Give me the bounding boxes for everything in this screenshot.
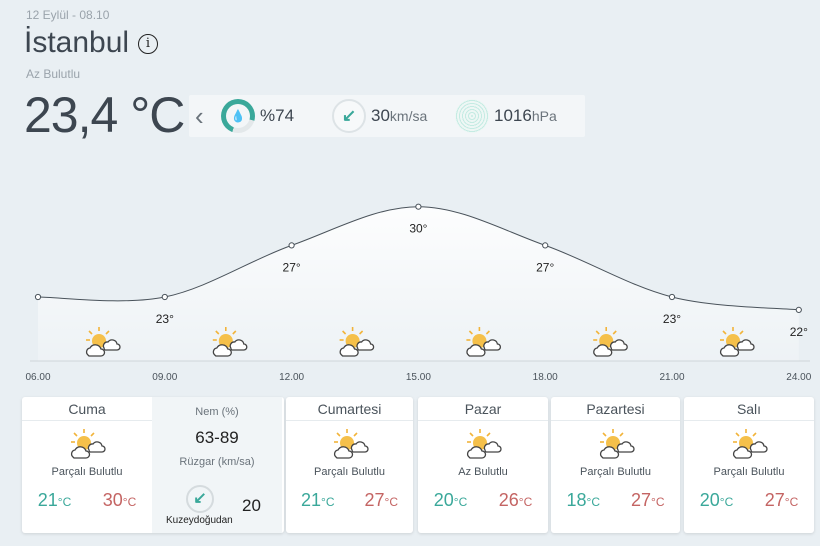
partly-cloudy-icon [596,428,636,460]
data-point [668,293,676,301]
info-icon[interactable]: i [138,34,158,54]
city-name: İstanbul [24,26,130,59]
day-desc: Parçalı Bulutlu [51,466,123,478]
partly-cloudy-icon [67,428,107,460]
data-point [795,306,802,313]
temp-high: 26°C [498,490,533,510]
humidity-value: %74 [260,106,295,125]
data-label: 23° [663,312,681,326]
data-point [288,242,295,249]
temp-low: 18°C [566,490,601,510]
temp-low: 21°C [301,490,335,510]
data-label: 23° [156,312,174,326]
date-time: 12 Eylül - 08.10 [26,8,110,22]
wind-value: 30 [371,106,390,125]
data-point [542,242,549,249]
wind-arrow-icon: ↙ [186,485,214,513]
partly-cloudy-icon [339,327,375,357]
partly-cloudy-icon [463,428,503,460]
hourly-chart: 06.00 23° 09.00 27° 12.00 30° 15.00 27° 18.00 23°… [25,203,812,383]
data-label: 30° [409,222,427,236]
partly-cloudy-icon [729,428,769,460]
temp-high: 27°C [631,490,665,510]
chevron-left-icon[interactable]: ‹ [195,100,204,131]
pressure-unit: hPa [531,108,557,124]
x-tick-label: 15.00 [406,372,431,383]
day-name: Cumartesi [286,397,413,421]
condition: Az Bulutlu [26,67,81,81]
temp-high: 27°C [364,490,399,510]
chart-area [38,206,799,361]
current-temperature: 23,4 °C [24,87,185,143]
partly-cloudy-icon [466,327,501,357]
temp-high: 30°C [102,490,137,510]
humidity-range: 63-89 [195,428,239,447]
temp-low: 21°C [37,490,72,510]
partly-cloudy-icon [593,327,628,357]
forecast-card-pazartesi[interactable]: Pazartesi Parçalı Bulutlu 18°C 27°C [551,397,680,533]
humidity-label: Nem (%) [195,406,239,418]
temp-high: 27°C [764,490,799,510]
data-label: 27° [283,260,301,274]
partly-cloudy-icon [719,327,755,357]
day-name: Pazartesi [551,397,680,421]
x-tick-label: 12.00 [279,372,304,383]
data-point [415,203,422,210]
wind-direction: Kuzeydoğudan [166,515,233,526]
x-tick-label: 21.00 [659,372,684,383]
temp-low: 20°C [433,490,468,510]
x-tick-label: 18.00 [533,372,558,383]
wind-arrow-icon: ↙ [332,99,366,133]
day-name: Salı [684,397,814,421]
x-tick-label: 24.00 [786,372,811,383]
data-label: 22° [790,325,808,339]
x-tick-label: 06.00 [25,372,50,383]
wind-label: Rüzgar (km/sa) [179,456,255,468]
day-desc: Parçalı Bulutlu [314,466,385,478]
data-label: 27° [536,260,554,274]
day-desc: Parçalı Bulutlu [713,466,785,478]
data-point [34,293,42,301]
pressure-icon [455,99,489,133]
wind-unit: km/sa [389,108,428,124]
day-detail-panel: Nem (%) 63-89 Rüzgar (km/sa) ↙ 20 Kuzeyd… [152,397,282,533]
day-desc: Parçalı Bulutlu [580,466,651,478]
x-tick-label: 09.00 [152,372,177,383]
partly-cloudy-icon [85,327,121,357]
temp-low: 20°C [699,490,734,510]
partly-cloudy-icon [212,327,248,357]
pressure-value: 1016 [494,106,532,125]
forecast-card-pazar[interactable]: Pazar Az Bulutlu 20°C 26°C [418,397,548,533]
day-name: Cuma [22,397,152,421]
data-point [161,293,168,301]
forecast-card-salı[interactable]: Salı Parçalı Bulutlu 20°C 27°C [684,397,814,533]
day-desc: Az Bulutlu [458,466,508,478]
day-name: Pazar [418,397,548,421]
humidity-ring-icon: 💧 [221,99,255,133]
partly-cloudy-icon [330,428,370,460]
wind-speed: 20 [242,496,261,515]
forecast-card-cumartesi[interactable]: Cumartesi Parçalı Bulutlu 21°C 27°C [286,397,413,533]
stats-bar: ‹ 💧 %74 ↙ 30 km/sa 1016 hPa [189,95,585,137]
